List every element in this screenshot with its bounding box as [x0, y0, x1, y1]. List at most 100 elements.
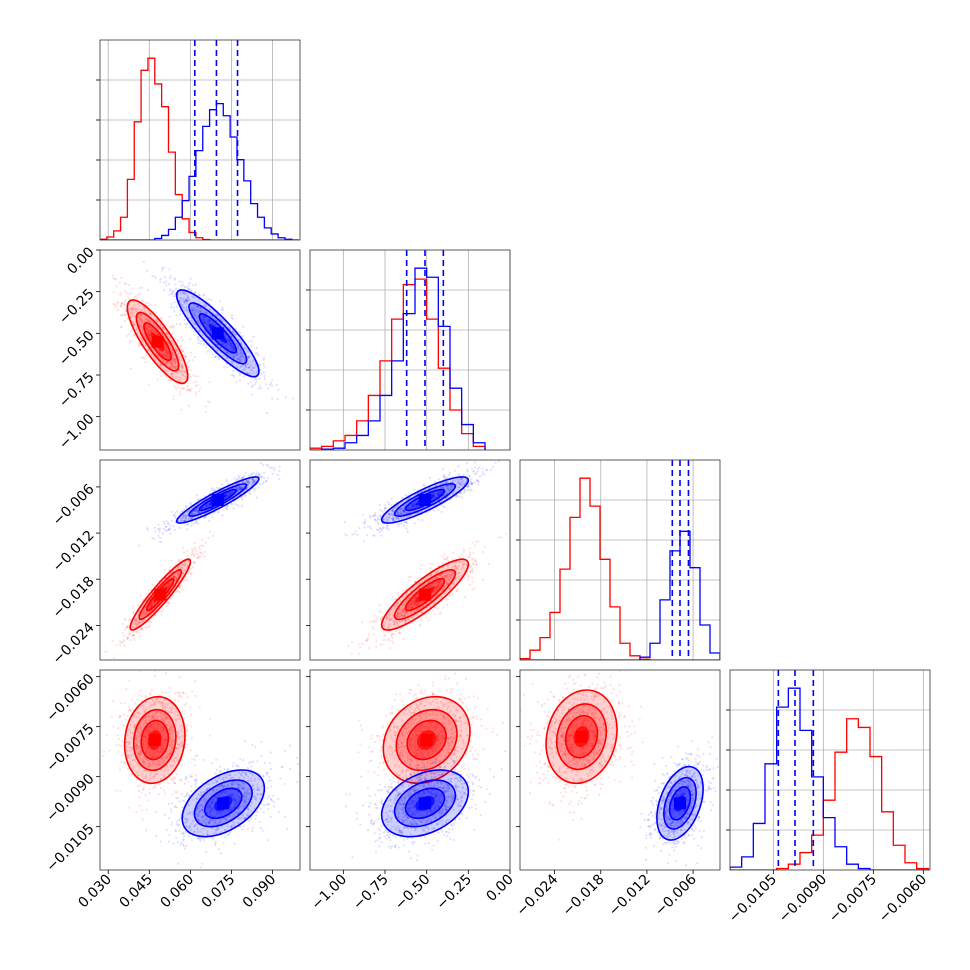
scatter-point [198, 330, 201, 333]
scatter-point [269, 383, 272, 386]
scatter-point [455, 567, 458, 570]
scatter-point [151, 329, 154, 332]
scatter-point [174, 576, 178, 579]
scatter-point [186, 365, 189, 368]
scatter-point [123, 300, 126, 304]
scatter-point [245, 479, 248, 482]
scatter-point [461, 560, 464, 564]
scatter-point [414, 597, 417, 600]
scatter-point [426, 577, 429, 580]
scatter-point [172, 514, 175, 517]
scatter-point [171, 290, 174, 293]
scatter-point [396, 614, 399, 617]
scatter-point [261, 475, 264, 478]
scatter-point [140, 614, 143, 617]
scatter-point [208, 319, 211, 322]
scatter-point [230, 344, 233, 347]
scatter-point [179, 345, 182, 348]
scatter-point [392, 632, 395, 636]
scatter-point [437, 579, 441, 582]
scatter-point [397, 592, 400, 595]
scatter-point [389, 613, 392, 616]
scatter-point [402, 603, 405, 607]
scatter-point [135, 631, 138, 634]
scatter-point [238, 379, 241, 382]
scatter-point [142, 613, 145, 616]
scatter-point [135, 625, 138, 628]
scatter-point [174, 366, 177, 370]
scatter-point [130, 312, 133, 315]
scatter-point [448, 573, 452, 576]
scatter-point [246, 371, 249, 375]
scatter-point [217, 357, 220, 360]
scatter-point [408, 511, 411, 514]
scatter-point [408, 579, 411, 582]
scatter-point [168, 366, 171, 369]
scatter-point [176, 348, 179, 351]
scatter-point [133, 619, 137, 622]
scatter-point [462, 548, 466, 551]
scatter-point [386, 616, 389, 619]
scatter-point [390, 611, 393, 614]
scatter-point [165, 520, 168, 523]
scatter-point [225, 344, 228, 347]
scatter-point [247, 480, 250, 483]
density-peak-blue [211, 327, 224, 340]
scatter-point [172, 569, 175, 572]
scatter-point [398, 631, 401, 634]
scatter-point [194, 508, 198, 511]
scatter-point [159, 317, 163, 320]
scatter-point [263, 377, 266, 380]
scatter-point [182, 563, 185, 566]
scatter-point [246, 382, 250, 385]
scatter-point [417, 603, 421, 606]
scatter-point [184, 286, 187, 289]
scatter-point [475, 560, 478, 563]
scatter-point [254, 364, 258, 367]
scatter-point [162, 520, 165, 523]
scatter-point [129, 307, 132, 310]
scatter-point [171, 341, 174, 344]
scatter-point [210, 322, 213, 325]
scatter-point [435, 580, 438, 584]
scatter-point [422, 605, 425, 608]
scatter-point [396, 602, 399, 606]
scatter-point [251, 384, 254, 387]
scatter-point [388, 613, 391, 616]
scatter-point [174, 362, 177, 365]
scatter-point [202, 315, 205, 318]
scatter-point [165, 352, 168, 355]
scatter-point [439, 490, 442, 493]
scatter-point [186, 549, 189, 552]
scatter-point [445, 598, 448, 601]
scatter-point [194, 508, 197, 511]
scatter-point [477, 540, 480, 543]
scatter-point [458, 561, 461, 564]
scatter-point [164, 336, 167, 339]
scatter-point [175, 349, 178, 352]
scatter-point [140, 313, 143, 316]
scatter-point [410, 607, 413, 610]
scatter-point [187, 283, 190, 286]
scatter-point [216, 314, 219, 317]
scatter-point [194, 311, 197, 314]
scatter-point [185, 519, 188, 522]
scatter-point [451, 479, 454, 482]
scatter-point [190, 553, 193, 557]
scatter-point [152, 598, 155, 602]
scatter-point [189, 390, 192, 393]
scatter-point [229, 491, 232, 494]
scatter-point [255, 381, 258, 384]
scatter-point [169, 288, 172, 291]
scatter-point [375, 645, 378, 648]
scatter-point [458, 555, 461, 559]
scatter-point [437, 493, 441, 496]
scatter-point [183, 302, 186, 305]
panel-frame [99, 39, 301, 241]
scatter-point [408, 575, 411, 579]
scatter-point [183, 565, 186, 568]
scatter-point [499, 536, 502, 539]
scatter-point [135, 619, 138, 622]
scatter-point [213, 323, 216, 326]
scatter-point [134, 622, 137, 625]
